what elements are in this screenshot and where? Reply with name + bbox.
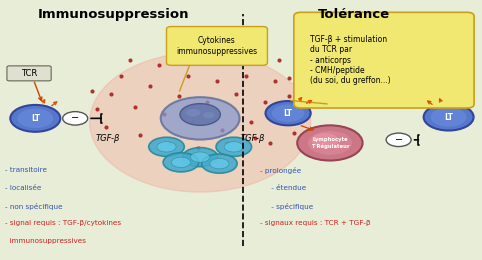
Circle shape: [17, 109, 54, 128]
Text: - non spécifique: - non spécifique: [4, 203, 62, 210]
Text: - spécifique: - spécifique: [260, 203, 313, 210]
Circle shape: [182, 148, 218, 167]
Circle shape: [171, 157, 190, 167]
Text: −: −: [395, 135, 402, 145]
Circle shape: [10, 105, 60, 132]
FancyBboxPatch shape: [7, 66, 51, 81]
Circle shape: [161, 97, 240, 140]
Text: TCR: TCR: [21, 69, 37, 78]
Circle shape: [186, 109, 200, 116]
Circle shape: [312, 133, 338, 148]
FancyBboxPatch shape: [166, 27, 268, 65]
Text: LT: LT: [283, 109, 293, 118]
Text: - localisée: - localisée: [4, 185, 41, 191]
Text: TGF-β: TGF-β: [95, 134, 120, 143]
Text: TGF-β + stimulation
du TCR par
- anticorps
- CMH/peptide
(du soi, du greffon...): TGF-β + stimulation du TCR par - anticor…: [310, 35, 390, 86]
FancyBboxPatch shape: [294, 12, 474, 108]
Text: −: −: [71, 113, 79, 123]
Circle shape: [163, 153, 199, 172]
Circle shape: [308, 131, 352, 155]
Circle shape: [210, 158, 229, 169]
Circle shape: [430, 107, 467, 127]
Circle shape: [203, 112, 214, 118]
Text: LT: LT: [31, 114, 40, 123]
Text: TGF-β: TGF-β: [241, 134, 266, 143]
Circle shape: [190, 152, 210, 162]
Text: Tolérance: Tolérance: [318, 9, 390, 22]
Circle shape: [201, 154, 237, 173]
Circle shape: [386, 133, 411, 147]
Text: LT: LT: [444, 113, 453, 122]
Circle shape: [157, 142, 176, 152]
Circle shape: [266, 101, 311, 125]
Text: - signaux requis : TCR + TGF-β: - signaux requis : TCR + TGF-β: [260, 220, 371, 226]
Circle shape: [180, 104, 220, 125]
Text: Lymphocyte
T Régulateur: Lymphocyte T Régulateur: [310, 137, 349, 149]
Circle shape: [224, 142, 243, 152]
Text: - signal requis : TGF-β/cytokines: - signal requis : TGF-β/cytokines: [4, 220, 120, 226]
Ellipse shape: [90, 53, 311, 192]
Circle shape: [272, 105, 304, 122]
Circle shape: [63, 112, 88, 125]
Circle shape: [216, 137, 252, 156]
Circle shape: [297, 125, 362, 160]
Text: - transitoire: - transitoire: [4, 167, 47, 173]
Text: - étendue: - étendue: [260, 185, 307, 191]
Text: Immunosuppression: Immunosuppression: [38, 9, 189, 22]
Text: Cytokines
immunosuppressives: Cytokines immunosuppressives: [176, 36, 257, 56]
Text: immunosuppressives: immunosuppressives: [4, 238, 85, 244]
Circle shape: [149, 137, 184, 156]
Circle shape: [424, 104, 474, 131]
Text: - prolongée: - prolongée: [260, 167, 301, 174]
